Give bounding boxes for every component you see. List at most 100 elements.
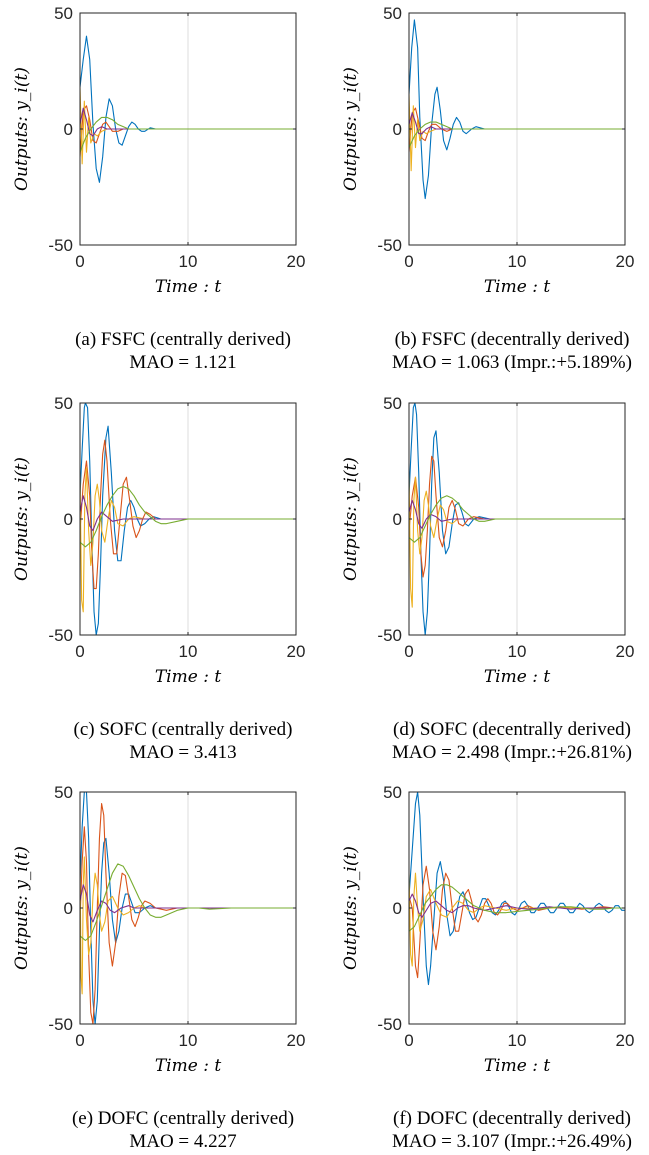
x-tick-label: 0 <box>404 252 413 271</box>
x-tick-label: 20 <box>616 642 635 661</box>
x-tick-label: 0 <box>75 1031 84 1050</box>
caption-title: (d) SOFC (decentrally derived) <box>393 719 631 740</box>
x-tick-label: 10 <box>508 252 527 271</box>
caption-title: (b) FSFC (decentrally derived) <box>395 329 630 350</box>
y-tick-label: 50 <box>383 783 402 802</box>
series-line-1 <box>80 792 296 1024</box>
series-line-5 <box>80 116 296 153</box>
series-line-4 <box>409 112 625 135</box>
y-tick-label: 50 <box>54 394 73 413</box>
x-tick-label: 20 <box>287 252 306 271</box>
x-tick-label: 10 <box>179 252 198 271</box>
x-tick-label: 20 <box>616 252 635 271</box>
x-tick-label: 20 <box>616 1031 635 1050</box>
series-line-4 <box>80 495 296 532</box>
x-axis-label: Time : t <box>155 1056 221 1076</box>
y-axis-label: Outputs: y_i(t) <box>12 846 32 970</box>
x-tick-label: 0 <box>75 252 84 271</box>
x-tick-label: 20 <box>287 642 306 661</box>
series-line-1 <box>80 403 296 635</box>
y-tick-label: -50 <box>377 236 402 255</box>
series-line-1 <box>80 35 296 183</box>
x-tick-label: 10 <box>508 1031 527 1050</box>
caption-mao: MAO = 3.107 (Impr.:+26.49%) <box>392 1131 632 1152</box>
caption-mao: MAO = 1.063 (Impr.:+5.189%) <box>392 352 632 373</box>
series-line-5 <box>409 884 625 932</box>
x-axis-label: Time : t <box>484 277 550 297</box>
series-line-3 <box>409 472 625 608</box>
caption-mao: MAO = 2.498 (Impr.:+26.81%) <box>392 742 632 763</box>
y-axis-label: Outputs: y_i(t) <box>341 846 361 970</box>
y-axis-label: Outputs: y_i(t) <box>341 457 361 581</box>
caption-mao: MAO = 1.121 <box>129 352 236 373</box>
series-line-2 <box>409 865 625 979</box>
series-line-4 <box>80 884 296 923</box>
x-axis-label: Time : t <box>484 667 550 687</box>
y-tick-label: 50 <box>383 4 402 23</box>
series-line-4 <box>80 107 296 137</box>
y-tick-label: -50 <box>48 1015 73 1034</box>
caption-mao: MAO = 3.413 <box>129 742 236 763</box>
series-group <box>80 35 296 183</box>
x-axis-label: Time : t <box>155 277 221 297</box>
y-tick-label: 0 <box>393 120 402 139</box>
series-line-5 <box>80 485 296 548</box>
x-tick-label: 20 <box>287 1031 306 1050</box>
x-tick-label: 10 <box>179 1031 198 1050</box>
y-tick-label: -50 <box>48 236 73 255</box>
caption-title: (a) FSFC (centrally derived) <box>75 329 291 350</box>
x-tick-label: 0 <box>404 1031 413 1050</box>
y-axis-label: Outputs: y_i(t) <box>12 67 32 191</box>
x-tick-label: 0 <box>404 642 413 661</box>
y-tick-label: 0 <box>393 510 402 529</box>
x-tick-label: 10 <box>179 642 198 661</box>
series-line-2 <box>409 107 625 153</box>
series-line-3 <box>409 94 625 172</box>
x-tick-label: 10 <box>508 642 527 661</box>
y-tick-label: 0 <box>64 510 73 529</box>
series-line-5 <box>409 495 625 543</box>
series-line-3 <box>80 467 296 613</box>
y-tick-label: 0 <box>64 120 73 139</box>
y-tick-label: 50 <box>383 394 402 413</box>
series-line-2 <box>80 439 296 590</box>
series-line-4 <box>409 499 625 529</box>
y-tick-label: -50 <box>377 626 402 645</box>
y-axis-label: Outputs: y_i(t) <box>12 457 32 581</box>
series-line-5 <box>80 863 296 942</box>
caption-mao: MAO = 4.227 <box>129 1131 236 1152</box>
series-group <box>80 792 296 1024</box>
y-tick-label: 50 <box>54 4 73 23</box>
x-axis-label: Time : t <box>484 1056 550 1076</box>
series-group <box>80 403 296 635</box>
series-line-1 <box>409 19 625 200</box>
series-group <box>409 792 625 986</box>
y-tick-label: -50 <box>48 626 73 645</box>
x-tick-label: 0 <box>75 642 84 661</box>
series-line-1 <box>409 792 625 986</box>
x-axis-label: Time : t <box>155 667 221 687</box>
series-line-1 <box>409 403 625 635</box>
caption-title: (e) DOFC (centrally derived) <box>72 1108 294 1129</box>
series-group <box>409 403 625 635</box>
series-line-4 <box>409 893 625 918</box>
series-line-2 <box>80 803 296 1024</box>
y-tick-label: 0 <box>393 899 402 918</box>
y-axis-label: Outputs: y_i(t) <box>341 67 361 191</box>
y-tick-label: 50 <box>54 783 73 802</box>
series-line-2 <box>80 105 296 157</box>
series-line-3 <box>80 856 296 995</box>
series-group <box>409 19 625 200</box>
caption-title: (c) SOFC (centrally derived) <box>74 719 293 740</box>
series-line-3 <box>409 872 625 967</box>
caption-title: (f) DOFC (decentrally derived) <box>393 1108 631 1129</box>
y-tick-label: -50 <box>377 1015 402 1034</box>
y-tick-label: 0 <box>64 899 73 918</box>
